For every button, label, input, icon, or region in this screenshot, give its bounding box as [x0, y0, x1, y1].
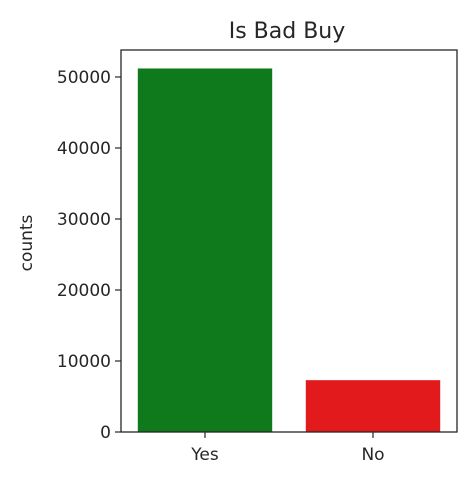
- y-tick-label: 30000: [57, 210, 111, 230]
- bar-yes: [137, 68, 273, 432]
- bar-no: [305, 380, 441, 432]
- y-tick-label: 20000: [57, 281, 111, 301]
- x-tick-label: Yes: [190, 445, 219, 465]
- y-axis-ticks: 0 10000 20000 30000 40000 50000: [57, 68, 121, 443]
- x-tick-label: No: [361, 445, 384, 465]
- y-axis-label: counts: [17, 214, 37, 271]
- bars-group: [137, 68, 441, 432]
- y-tick-label: 50000: [57, 68, 111, 88]
- plot-frame: [120, 49, 458, 433]
- chart-title: Is Bad Buy: [229, 19, 346, 44]
- x-axis-ticks: Yes No: [190, 432, 385, 465]
- y-tick-label: 0: [100, 423, 111, 443]
- y-tick-label: 10000: [57, 352, 111, 372]
- y-tick-label: 40000: [57, 139, 111, 159]
